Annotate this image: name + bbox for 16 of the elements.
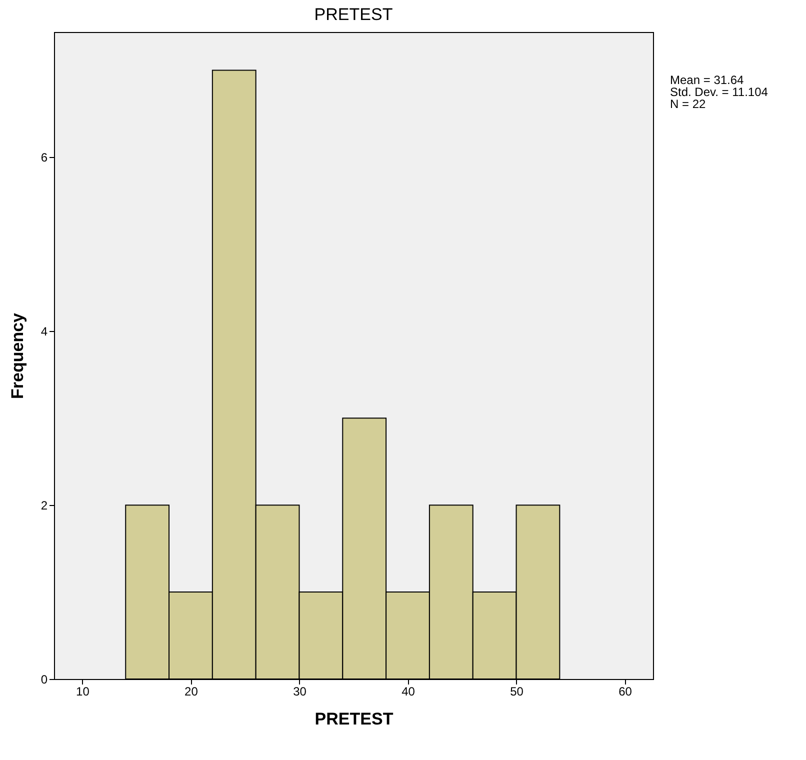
y-tick-label: 6: [40, 150, 48, 165]
x-tick-label: 50: [510, 684, 524, 698]
x-tick-label: 40: [402, 684, 416, 698]
chart-title: PRETEST: [314, 5, 393, 24]
x-tick-label: 20: [184, 684, 198, 698]
text: Std. Dev. = 11.104: [670, 85, 768, 99]
y-tick-label: 0: [40, 672, 48, 686]
y-axis-title: Frequency: [8, 312, 27, 399]
x-tick-label: 10: [76, 684, 90, 698]
x-tick-label: 30: [293, 684, 307, 698]
text: Mean = 31.64: [670, 73, 745, 87]
y-tick-label: 4: [40, 324, 48, 339]
y-tick-label: 2: [40, 498, 48, 513]
x-tick-label: 60: [618, 684, 632, 698]
text: N = 22: [670, 97, 707, 111]
x-axis-title: PRETEST: [314, 710, 394, 728]
